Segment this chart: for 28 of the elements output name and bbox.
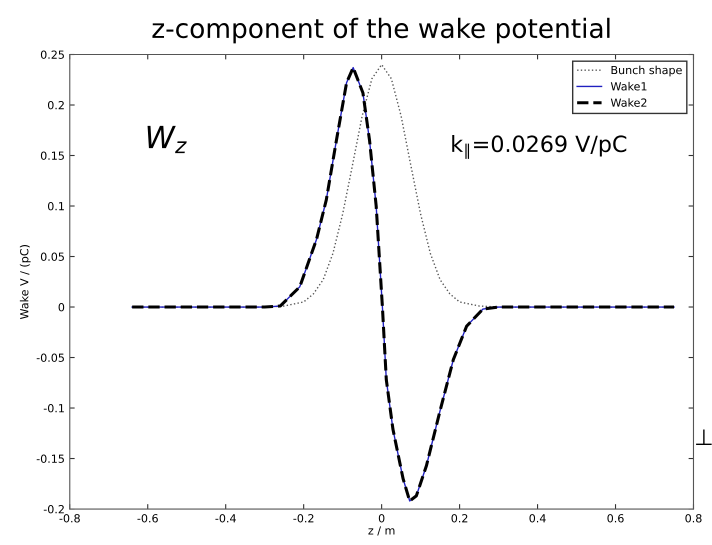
y-axis-title: Wake V / (pC) (20, 245, 31, 320)
x-tick-label: 0 (378, 514, 384, 522)
legend-label: Wake2 (610, 98, 646, 107)
x-tick-label: 0.2 (451, 514, 468, 522)
y-tick-label: -0.05 (36, 353, 64, 362)
x-tick-label: -0.2 (293, 514, 314, 522)
y-tick-label: 0.2 (48, 100, 64, 110)
y-tick-label: 0.05 (40, 252, 64, 261)
annotation: W$_{z}$ (148, 126, 187, 154)
x-tick-label: -0.4 (215, 514, 236, 522)
legend-label: Wake1 (610, 82, 646, 91)
annotation: k$_{∥}$=0.0269 V/pC (452, 135, 626, 159)
y-tick-label: 0.15 (40, 151, 64, 160)
y-tick-label: 0.1 (48, 202, 64, 210)
text: ⊥ (696, 429, 712, 446)
x-tick-label: -0.8 (59, 514, 80, 522)
x-tick-label: -0.6 (137, 514, 158, 522)
x-tick-label: 0.6 (607, 514, 624, 522)
y-tick-label: -0.15 (36, 454, 64, 463)
x-tick-label: 0.4 (529, 514, 546, 522)
y-tick-label: -0.2 (44, 505, 64, 514)
y-tick-label: -0.1 (44, 404, 64, 412)
chart-title: z-component of the wake potential (152, 18, 610, 44)
x-tick-label: 0.8 (685, 514, 702, 522)
legend-label: Bunch shape (612, 66, 682, 76)
y-tick-label: 0.25 (40, 50, 64, 59)
x-axis-title: z / m (368, 526, 394, 536)
y-tick-label: 0 (58, 302, 64, 312)
